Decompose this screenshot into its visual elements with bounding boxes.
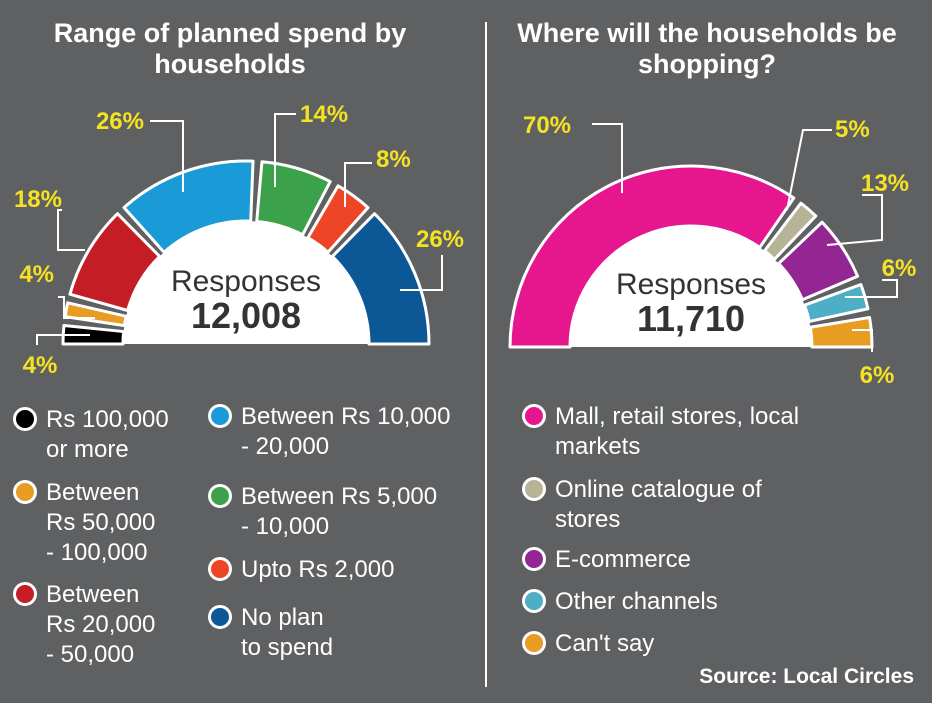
callout-line [845, 279, 898, 298]
callout-line [826, 194, 883, 246]
chart-center-disc [123, 221, 369, 344]
right-chart-title: Where will the households be shopping? [517, 18, 897, 79]
data-label: 8% [376, 146, 411, 173]
callout-line [592, 123, 623, 193]
data-label: 5% [835, 116, 870, 143]
callout-line [344, 162, 372, 207]
legend-item: E-commerce [522, 545, 691, 575]
legend-label: Mall, retail stores, local markets [555, 403, 800, 460]
chart-center-disc [570, 226, 812, 347]
legend-item: Online catalogue of stores [522, 475, 762, 535]
legend-label: Between Rs 10,000 - 20,000 [241, 403, 451, 460]
legend-label: No plan to spend [241, 604, 334, 661]
chart-segment [508, 164, 796, 349]
chart-segment [122, 159, 255, 254]
legend-item: Between Rs 10,000 - 20,000 [208, 402, 450, 462]
chart-segment [803, 283, 870, 323]
legend-swatch [13, 480, 37, 504]
legend-swatch [522, 631, 546, 655]
right-chart-panel: Where will the households be shopping? 7… [487, 0, 932, 703]
legend-swatch [208, 605, 232, 629]
chart-segment [306, 184, 370, 254]
callout-line [36, 334, 90, 345]
legend-label: Between Rs 20,000 - 50,000 [46, 581, 156, 668]
legend-item: Upto Rs 2,000 [208, 555, 394, 585]
data-label: 26% [416, 226, 464, 253]
legend-label: E-commerce [555, 546, 692, 573]
data-label: 14% [300, 101, 348, 128]
chart-segment [330, 212, 431, 346]
source-note: Source: Local Circles [699, 665, 914, 688]
chart-segment [68, 212, 162, 313]
legend-swatch [13, 582, 37, 606]
responses-count: 12,008 [191, 295, 301, 336]
legend-item: Other channels [522, 587, 718, 617]
chart-segment [808, 315, 874, 349]
data-label: 18% [14, 186, 62, 213]
legend-item: Mall, retail stores, local markets [522, 402, 799, 462]
data-label: 4% [23, 352, 58, 379]
panel-divider [485, 22, 487, 687]
data-label: 70% [523, 112, 571, 139]
data-label: 6% [882, 255, 917, 282]
responses-count: 11,710 [637, 298, 745, 339]
legend-label: Upto Rs 2,000 [241, 556, 395, 583]
responses-label: Responses [616, 268, 766, 301]
left-chart-panel: Range of planned spend by households 4% 4… [13, 18, 464, 670]
legend-swatch [13, 407, 37, 431]
callout-line [150, 120, 184, 192]
callout-line [57, 209, 85, 251]
chart-segment [762, 201, 818, 261]
data-label: 26% [96, 108, 144, 135]
callout-line [852, 329, 873, 352]
chart-segment [63, 301, 128, 328]
legend-item: Between Rs 50,000 - 100,000 [13, 478, 155, 568]
legend-label: Rs 100,000 or more [46, 406, 169, 463]
legend-label: Between Rs 50,000 - 100,000 [46, 479, 156, 566]
callout-line [274, 113, 296, 187]
legend-item: No plan to spend [208, 603, 333, 663]
legend-swatch [522, 477, 546, 501]
legend-swatch [522, 589, 546, 613]
chart-segment [61, 324, 126, 346]
left-chart-title: Range of planned spend by households [53, 18, 407, 79]
callout-line [786, 129, 832, 211]
responses-label: Responses [171, 265, 321, 298]
legend-swatch [208, 484, 232, 508]
legend-swatch [208, 557, 232, 581]
legend-label: Online catalogue of stores [555, 476, 762, 533]
callout-line [58, 296, 95, 319]
legend-label: Can't say [555, 630, 655, 657]
legend-item: Can't say [522, 629, 654, 659]
legend-item: Between Rs 5,000 - 10,000 [208, 482, 437, 542]
legend-swatch [522, 547, 546, 571]
legend-swatch [208, 404, 232, 428]
chart-segment [777, 220, 860, 302]
callout-line [400, 255, 443, 291]
legend-swatch [522, 404, 546, 428]
data-label: 6% [860, 362, 895, 389]
data-label: 13% [861, 170, 909, 197]
legend-label: Other channels [555, 588, 718, 615]
legend-item: Between Rs 20,000 - 50,000 [13, 580, 155, 670]
data-label: 4% [19, 261, 54, 288]
legend-label: Between Rs 5,000 - 10,000 [241, 483, 438, 540]
legend-item: Rs 100,000 or more [13, 405, 169, 465]
